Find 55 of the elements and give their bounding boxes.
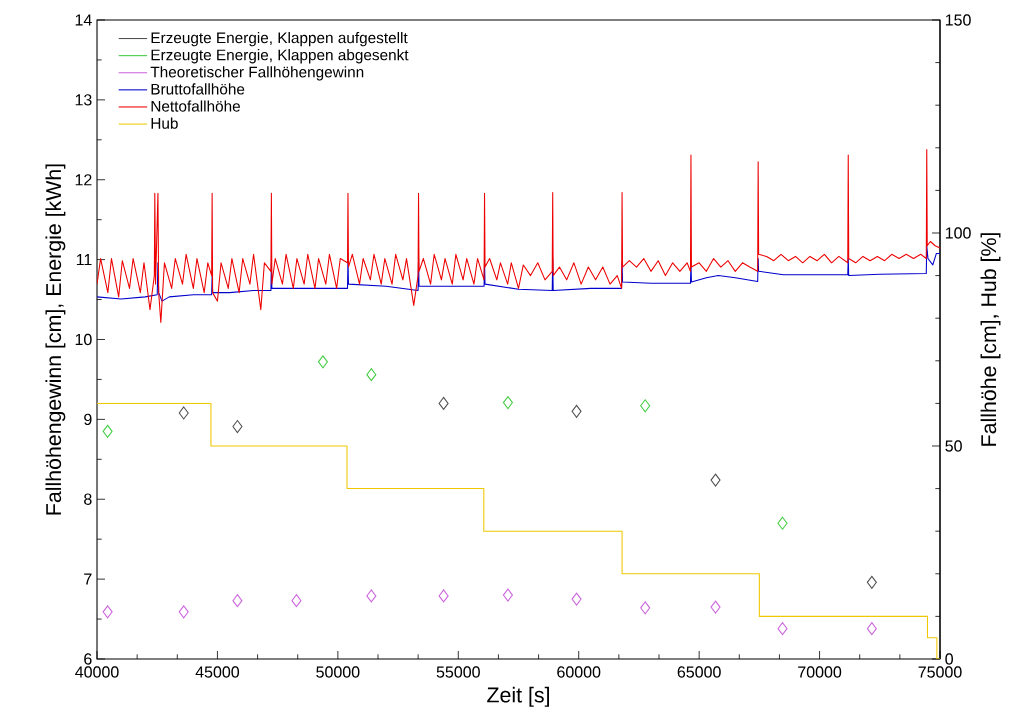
y2-axis-title: Fallhöhe [cm], Hub [%]: [980, 233, 1001, 446]
point: [640, 601, 651, 615]
legend-label: Nettofallhöhe: [151, 100, 240, 112]
point: [317, 355, 328, 369]
y-axis-title: Fallhöhengewinn [cm], Energie [kWh]: [45, 164, 66, 515]
y-tick-label: 6: [84, 653, 92, 665]
y-tick-label: 11: [76, 254, 92, 266]
point: [640, 399, 651, 413]
y2-tick-label: 50: [945, 440, 962, 452]
y-tick-label: 13: [75, 94, 92, 106]
x-tick-label: 40000: [75, 666, 119, 678]
point: [502, 588, 513, 602]
point: [866, 575, 877, 589]
legend-label: Bruttofallhöhe: [151, 83, 245, 95]
point: [710, 473, 721, 487]
point: [502, 396, 513, 410]
point: [178, 406, 189, 420]
point: [710, 600, 721, 614]
point: [102, 424, 113, 438]
point: [438, 589, 449, 603]
legend-label: Erzeugte Energie, Klappen aufgestellt: [151, 31, 408, 47]
point: [777, 622, 788, 636]
point: [102, 605, 113, 619]
y-tick-label: 9: [84, 413, 92, 426]
legend-label: Erzeugte Energie, Klappen abgesenkt: [151, 49, 409, 64]
x-axis-title: Zeit [s]: [487, 686, 549, 707]
point: [777, 516, 788, 530]
legend-label: Hub: [151, 117, 178, 129]
point: [366, 589, 377, 603]
point: [232, 594, 243, 608]
point: [571, 592, 582, 606]
x-tick-label: 65000: [677, 666, 721, 678]
y-tick-label: 14: [75, 14, 92, 26]
y-tick-label: 12: [75, 174, 92, 186]
y-tick-label: 8: [84, 493, 92, 505]
y-tick-label: 10: [75, 333, 92, 346]
point: [366, 368, 377, 382]
x-tick-label: 70000: [798, 666, 842, 678]
point: [291, 594, 302, 608]
x-tick-label: 75000: [918, 666, 962, 678]
x-tick-label: 50000: [316, 666, 360, 678]
point: [866, 622, 877, 636]
y-tick-label: 7: [84, 573, 92, 585]
point: [178, 605, 189, 619]
y2-tick-label: 100: [945, 227, 971, 239]
point: [232, 420, 243, 434]
y2-tick-label: 0: [945, 653, 953, 665]
point: [438, 396, 449, 410]
x-tick-label: 55000: [436, 666, 480, 678]
x-tick-label: 45000: [195, 666, 240, 678]
y2-tick-label: 150: [945, 14, 971, 26]
point: [571, 404, 582, 418]
x-tick-label: 60000: [557, 666, 601, 678]
legend-label: Theoretischer Fallhöhengewinn: [150, 66, 364, 81]
line-series: [97, 148, 941, 323]
